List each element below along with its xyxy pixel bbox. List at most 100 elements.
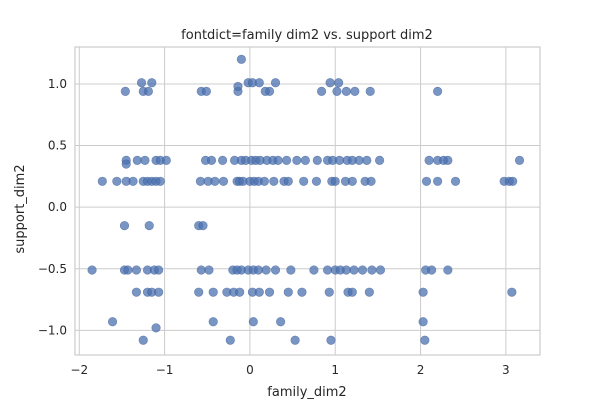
data-point [427, 265, 437, 275]
data-point [248, 317, 258, 327]
data-point [87, 265, 97, 275]
data-point [514, 155, 525, 165]
data-point [290, 335, 300, 345]
data-point [347, 176, 357, 186]
data-point [120, 86, 130, 96]
data-point [283, 176, 293, 186]
data-point [420, 335, 430, 345]
x-tick-label: 2 [417, 363, 425, 377]
data-point [264, 287, 275, 297]
data-point [107, 317, 118, 327]
data-point [233, 81, 243, 92]
data-point [97, 176, 107, 186]
y-axis-label: support_dim2 [13, 164, 28, 253]
data-point [332, 86, 342, 96]
data-point [161, 155, 171, 165]
data-point [195, 176, 206, 186]
x-tick-label: 3 [502, 363, 510, 377]
data-point [269, 176, 279, 186]
data-point [218, 155, 228, 165]
data-point [136, 78, 147, 88]
data-point [443, 155, 453, 165]
data-point [365, 86, 375, 96]
data-point [418, 317, 428, 327]
y-tick-labels: −1.0 −0.5 0.0 0.5 1.0 [38, 77, 67, 337]
data-point [424, 155, 434, 165]
data-point [349, 265, 359, 275]
y-tick-label: −0.5 [38, 262, 67, 276]
data-point [155, 176, 165, 186]
data-point [132, 155, 142, 165]
data-point [140, 155, 150, 165]
data-point [210, 176, 220, 186]
data-point [112, 176, 122, 186]
data-point [341, 265, 351, 275]
data-point [154, 287, 164, 297]
data-point [259, 176, 270, 186]
y-tick-label: 1.0 [48, 77, 67, 91]
data-point [218, 176, 229, 186]
data-point [281, 155, 292, 165]
data-point [297, 287, 307, 297]
data-point [375, 265, 386, 275]
data-point [236, 54, 246, 64]
data-point [123, 265, 133, 275]
data-point [270, 265, 281, 275]
plot-frame [74, 46, 541, 356]
data-point [119, 221, 130, 231]
data-point [196, 265, 206, 275]
data-point [261, 265, 271, 275]
data-point [357, 265, 368, 275]
y-tick-label: −1.0 [38, 323, 67, 337]
data-point [341, 86, 351, 96]
data-point [334, 78, 344, 88]
x-tick-label: 1 [331, 363, 339, 377]
data-point [208, 287, 218, 297]
data-point [366, 176, 376, 186]
data-point [433, 176, 443, 186]
data-point [225, 335, 235, 345]
data-point [121, 159, 131, 169]
x-tick-labels: −2 −1 0 1 2 3 [70, 363, 509, 377]
data-point [292, 155, 302, 165]
data-point [421, 176, 432, 186]
data-point [300, 155, 310, 165]
data-point [143, 86, 153, 96]
x-tick-label: −2 [70, 363, 88, 377]
y-tick-label: 0.5 [48, 139, 67, 153]
data-point [450, 176, 461, 186]
data-point [144, 221, 154, 231]
data-point [316, 86, 327, 96]
x-axis-label: family_dim2 [267, 385, 346, 400]
data-point [443, 265, 453, 275]
data-point [367, 265, 377, 275]
data-point [311, 176, 322, 186]
data-point [418, 287, 428, 297]
data-point [260, 86, 270, 96]
data-point [198, 221, 208, 231]
data-point [131, 287, 142, 297]
data-point [270, 78, 281, 88]
data-point [204, 265, 214, 275]
data-point [254, 287, 264, 297]
data-point [322, 265, 333, 275]
x-tick-label: −1 [156, 363, 174, 377]
data-point [151, 323, 161, 333]
data-point [433, 86, 443, 96]
data-point [364, 287, 374, 297]
data-point [508, 176, 518, 186]
data-point [283, 287, 293, 297]
data-point [330, 176, 340, 186]
data-point [154, 265, 164, 275]
data-point [276, 317, 286, 327]
data-point [253, 265, 264, 275]
data-point [194, 287, 204, 297]
data-point [206, 155, 217, 165]
data-point [309, 265, 319, 275]
data-point [128, 176, 138, 186]
data-point [254, 78, 264, 88]
data-point [138, 335, 148, 345]
data-point [147, 78, 157, 88]
data-point [208, 317, 218, 327]
